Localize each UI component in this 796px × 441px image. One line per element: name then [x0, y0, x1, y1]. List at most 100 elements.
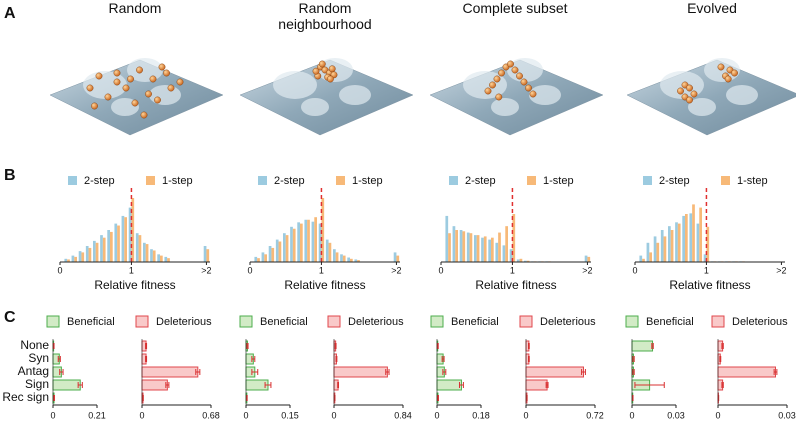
population-point [145, 90, 152, 98]
histogram-bar [110, 231, 113, 262]
histogram-bar [93, 240, 96, 262]
histogram-bar [692, 204, 695, 262]
legend-label: Beneficial [67, 316, 115, 328]
histogram-bar [157, 254, 160, 262]
population-point [328, 65, 336, 73]
histogram-bar [131, 198, 135, 262]
population-point [511, 66, 519, 74]
population-point [154, 96, 161, 104]
x-tick-label: 0 [523, 410, 528, 420]
histogram-bar [314, 217, 317, 262]
bar [717, 366, 776, 378]
error-bar [142, 395, 144, 401]
x-tick-label: 0 [629, 410, 634, 420]
histogram-bar [642, 258, 645, 262]
x-axis-label: Relative fitness [94, 278, 175, 292]
histogram-bar [462, 231, 466, 262]
legend-label: 2-step [274, 175, 305, 187]
landscape-peak [529, 85, 561, 105]
population-point [724, 75, 732, 83]
error-bar [52, 343, 55, 349]
legend-label: 1-step [543, 175, 574, 187]
histogram-bar [509, 249, 513, 262]
histogram-bar [526, 260, 530, 262]
histogram-bar [677, 223, 681, 262]
histogram-bar [663, 236, 667, 262]
x-tick-label: >2 [201, 265, 211, 275]
histogram-bar [685, 214, 688, 262]
legend-swatch [721, 176, 730, 185]
population-point [167, 84, 175, 92]
legend-swatch [643, 176, 652, 185]
error-bar [77, 382, 83, 388]
population-point [104, 93, 112, 101]
histogram-bar [325, 239, 329, 262]
histogram-bar [452, 226, 456, 262]
error-bar [632, 356, 635, 362]
error-bar [264, 382, 272, 388]
x-axis-label: Relative fitness [669, 278, 750, 292]
error-bar [337, 382, 340, 388]
histogram-bar [67, 259, 70, 262]
population-point [495, 93, 503, 101]
bar [525, 379, 548, 391]
y-tick-label: Sign [25, 377, 49, 391]
legend-swatch [68, 176, 77, 185]
legend-label: 2-step [84, 175, 115, 187]
legend-label: 1-step [737, 175, 768, 187]
landscape-title: Random [108, 0, 162, 16]
landscape-title: Complete subset [462, 0, 568, 16]
histogram-bar [275, 239, 279, 262]
x-tick-label: 0.18 [472, 410, 490, 420]
population-point [717, 63, 725, 71]
population-point [525, 84, 532, 92]
histogram-bar [117, 225, 120, 262]
histogram-bar [143, 242, 146, 262]
y-tick-label: Antag [18, 364, 49, 378]
histogram-bar [81, 252, 85, 262]
x-tick-label: 0.72 [586, 410, 604, 420]
histogram-bar [639, 255, 643, 262]
x-tick-label: 0 [57, 265, 62, 275]
error-bar [545, 382, 549, 388]
legend-label: 1-step [162, 175, 193, 187]
landscape-title: Evolved [687, 0, 737, 16]
histogram-bar [261, 252, 265, 262]
x-tick-label: 1 [510, 265, 515, 275]
legend-label: Beneficial [646, 316, 694, 328]
histogram-bar [396, 255, 400, 262]
population-point [498, 69, 505, 77]
fitness-landscape [626, 58, 796, 136]
histogram-bar [340, 254, 343, 262]
histogram-bar [203, 246, 207, 262]
histogram-bar [321, 198, 325, 262]
histogram-bar [445, 215, 449, 262]
histogram-bar [64, 258, 68, 262]
histogram-bar [74, 256, 77, 262]
landscape-peak [726, 85, 758, 105]
histogram-bar [481, 237, 484, 262]
histogram-bar [668, 226, 671, 262]
histogram-bar [95, 242, 99, 262]
histogram-bar [285, 235, 289, 262]
population-point [136, 66, 143, 74]
legend-label: Deleterious [732, 316, 788, 328]
histogram-bar [505, 226, 508, 262]
x-tick-label: >2 [582, 265, 592, 275]
x-tick-label: 0 [139, 410, 144, 420]
legend-swatch [527, 176, 536, 185]
histogram-bar [455, 230, 458, 262]
histogram-bar [357, 260, 360, 262]
error-bar [385, 369, 390, 375]
landscape-peak [273, 71, 317, 99]
population-point [326, 75, 334, 83]
histogram-bar [706, 226, 710, 262]
x-axis-label: Relative fitness [284, 278, 365, 292]
legend-label: 2-step [659, 175, 690, 187]
histogram-bar [257, 258, 260, 262]
legend-label: 1-step [352, 175, 383, 187]
y-tick-label: Syn [28, 351, 49, 365]
bar [141, 379, 168, 391]
histogram-bar [587, 256, 591, 262]
